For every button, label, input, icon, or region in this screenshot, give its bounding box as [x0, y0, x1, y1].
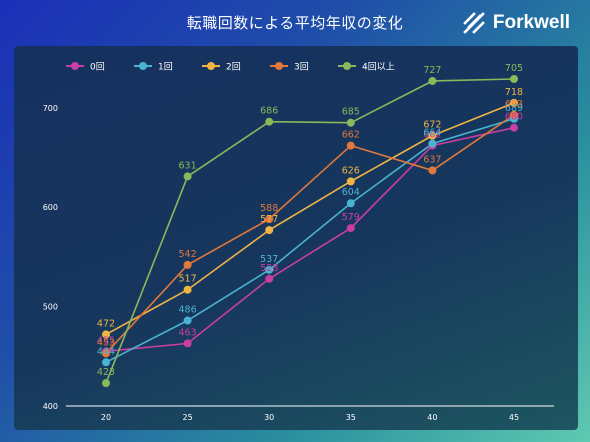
- data-label: 672: [423, 120, 441, 131]
- data-point: [183, 260, 192, 269]
- legend-item[interactable]: 2回: [202, 62, 241, 73]
- chart-legend: 0回 1回 2回 3回 4回以上: [66, 62, 395, 73]
- data-point: [510, 110, 518, 119]
- data-point: [265, 215, 274, 224]
- legend-item[interactable]: 3回: [270, 62, 309, 73]
- data-point: [428, 131, 437, 140]
- chart-panel: 0回 1回 2回 3回 4回以上 400 500 600 700 20 25 30 35 40 45 4…: [14, 46, 578, 430]
- data-label: 680: [505, 112, 523, 123]
- x-tick-label: 35: [346, 413, 356, 422]
- y-tick-label: 600: [43, 203, 58, 212]
- x-tick-label: 30: [264, 413, 274, 422]
- series-line: [105, 126, 515, 353]
- data-point: [183, 339, 192, 348]
- data-point: [265, 226, 274, 235]
- series-line: [105, 102, 515, 336]
- data-point: [102, 379, 110, 388]
- x-tick-label: 25: [183, 413, 193, 422]
- series-line: [105, 117, 515, 363]
- legend-item[interactable]: 1回: [134, 62, 173, 73]
- data-label: 685: [342, 107, 360, 118]
- data-label: 577: [260, 214, 278, 225]
- legend-label: 2回: [226, 62, 241, 73]
- data-label: 662: [423, 130, 441, 141]
- legend-label: 4回以上: [362, 62, 395, 73]
- data-point: [265, 265, 274, 274]
- x-tick-label: 45: [509, 413, 519, 422]
- data-label: 727: [423, 65, 441, 76]
- data-point: [510, 98, 518, 107]
- data-point: [102, 330, 110, 339]
- data-label: 705: [505, 63, 523, 74]
- data-point: [183, 285, 192, 294]
- data-label: 579: [342, 212, 360, 223]
- data-label: 689: [505, 103, 523, 114]
- y-tick-label: 400: [43, 402, 58, 411]
- data-point: [183, 316, 192, 325]
- legend-swatch-dot: [139, 62, 147, 70]
- line-chart: 0回 1回 2回 3回 4回以上 400 500 600 700 20 25 30 35 40 45 4…: [43, 62, 554, 422]
- legend-label: 0回: [90, 62, 105, 73]
- data-point: [510, 123, 518, 132]
- legend-swatch-dot: [275, 62, 283, 70]
- page-title: 転職回数による平均年収の変化: [186, 14, 404, 32]
- data-label: 517: [179, 274, 197, 285]
- data-label: 637: [423, 154, 441, 165]
- data-point: [346, 199, 355, 208]
- data-point: [428, 76, 437, 85]
- x-tick-label: 40: [427, 413, 437, 422]
- data-point: [346, 177, 355, 186]
- x-tick-label: 20: [101, 413, 111, 422]
- legend-label: 3回: [294, 62, 309, 73]
- data-label: 453: [97, 337, 115, 348]
- data-label: 486: [179, 305, 197, 316]
- data-label: 604: [342, 187, 360, 198]
- data-point: [428, 166, 437, 175]
- brand-logo: Forkwell: [461, 8, 570, 38]
- y-tick-label: 700: [43, 104, 58, 113]
- data-label: 537: [260, 254, 278, 265]
- data-label: 631: [179, 160, 197, 171]
- data-point: [102, 349, 110, 358]
- data-label: 542: [179, 249, 197, 260]
- data-label: 444: [97, 346, 115, 357]
- series-points: [102, 74, 518, 388]
- data-point: [346, 224, 355, 233]
- y-axis-ticks: 400 500 600 700: [43, 104, 58, 411]
- data-label: 693: [505, 99, 523, 110]
- data-label: 718: [505, 87, 523, 98]
- legend-item[interactable]: 4回以上: [338, 62, 395, 73]
- data-point: [346, 118, 355, 127]
- data-label: 588: [260, 203, 278, 214]
- brand-name: Forkwell: [492, 12, 570, 33]
- data-label: 455: [97, 335, 115, 346]
- data-label: 472: [97, 318, 115, 329]
- legend-item[interactable]: 0回: [66, 62, 105, 73]
- data-point: [102, 358, 110, 367]
- data-point: [265, 117, 274, 126]
- x-axis: 20 25 30 35 40 45: [66, 405, 554, 422]
- legend-swatch-dot: [207, 62, 215, 70]
- forkwell-logo-icon: [463, 12, 485, 34]
- series-lines: [105, 78, 515, 384]
- y-tick-label: 500: [43, 303, 58, 312]
- data-label: 664: [423, 128, 441, 139]
- data-point: [346, 141, 355, 150]
- series-line: [105, 114, 515, 354]
- data-label: 662: [342, 130, 360, 141]
- legend-swatch-dot: [343, 62, 351, 70]
- data-point: [183, 172, 192, 181]
- data-label: 423: [97, 367, 115, 378]
- data-labels: 455 463 528 579 662 680 444 486 537 604 664 689 472 5…: [97, 63, 523, 378]
- data-label: 463: [179, 327, 197, 338]
- data-point: [428, 139, 437, 148]
- legend-label: 1回: [158, 62, 173, 73]
- data-label: 626: [342, 165, 360, 176]
- data-point: [265, 274, 274, 283]
- legend-swatch-dot: [71, 62, 79, 70]
- data-point: [510, 74, 518, 83]
- data-label: 528: [260, 263, 278, 274]
- series-line: [105, 78, 515, 384]
- data-label: 686: [260, 106, 278, 117]
